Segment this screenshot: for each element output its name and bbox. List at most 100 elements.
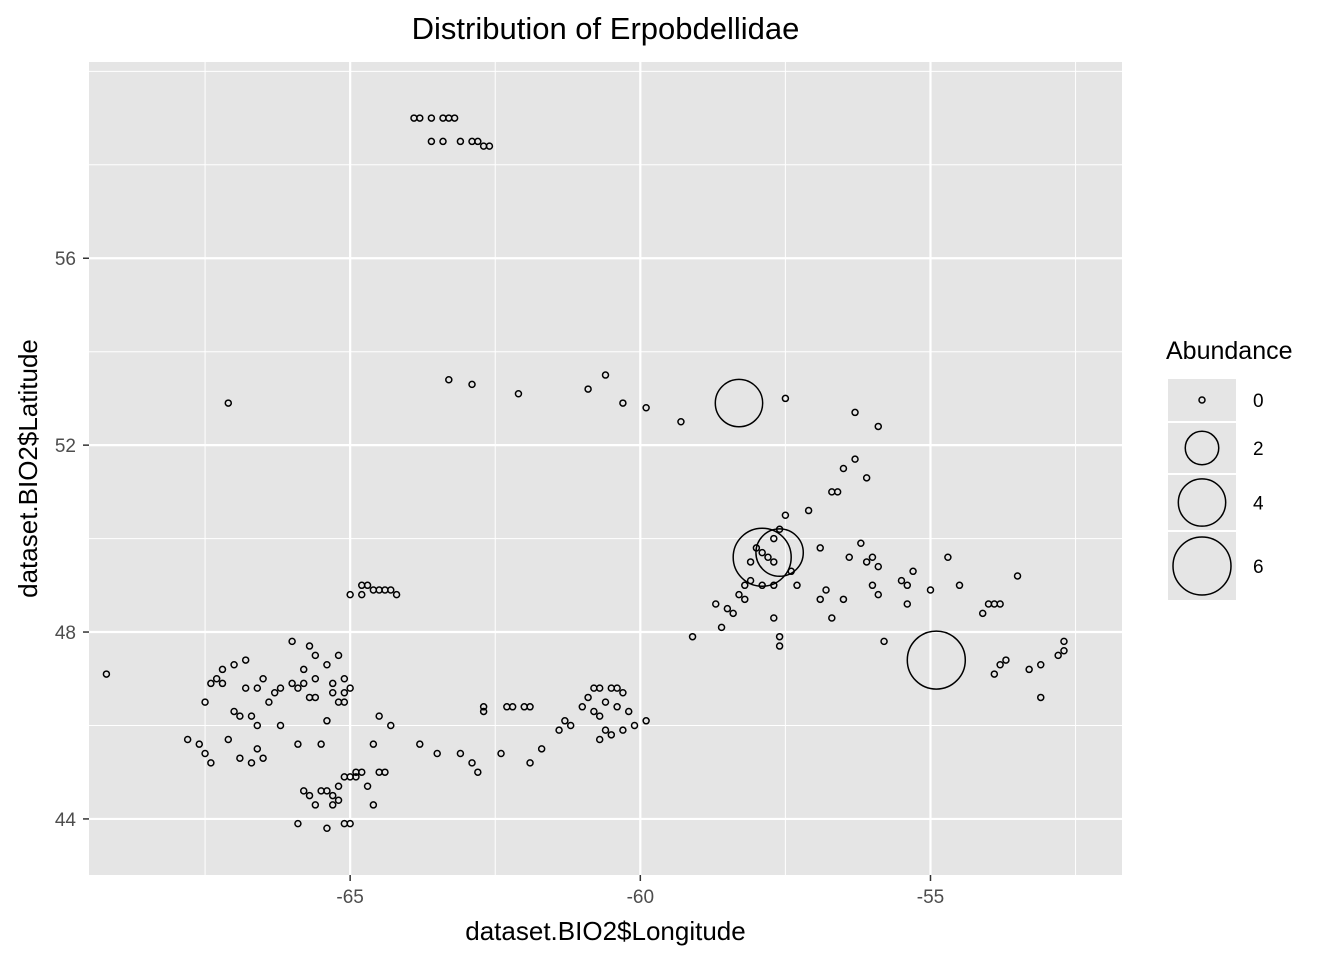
data-point: [903, 600, 912, 608]
data-point: [352, 773, 360, 781]
data-point: [624, 707, 633, 716]
data-point: [468, 759, 476, 767]
data-point: [346, 819, 354, 828]
data-point: [218, 665, 227, 674]
data-point: [328, 689, 337, 697]
data-point: [270, 689, 279, 697]
data-point: [717, 623, 726, 632]
data-point: [868, 581, 877, 590]
data-point: [804, 506, 813, 515]
data-point: [595, 712, 604, 720]
data-point: [230, 660, 238, 669]
data-point: [816, 595, 824, 604]
data-point: [613, 684, 621, 692]
data-point: [102, 670, 111, 678]
data-point: [584, 693, 592, 702]
data-point: [590, 707, 598, 716]
data-point: [433, 749, 441, 758]
data-point: [732, 527, 792, 588]
data-point: [328, 679, 337, 688]
legend-entry-label: 2: [1253, 439, 1264, 460]
data-point: [305, 791, 314, 800]
data-point: [642, 717, 650, 725]
data-point: [323, 824, 331, 833]
data-point: [299, 679, 308, 688]
data-point: [613, 703, 621, 711]
data-point: [781, 394, 790, 403]
data-point: [247, 712, 256, 720]
data-point: [241, 656, 250, 664]
data-point: [323, 660, 331, 669]
data-point: [630, 721, 639, 730]
data-point: [479, 703, 488, 711]
data-point: [688, 632, 697, 641]
data-point: [601, 698, 610, 706]
data-point: [851, 455, 859, 463]
data-point: [427, 137, 436, 146]
data-point: [839, 595, 848, 604]
data-point: [474, 137, 482, 146]
data-point: [445, 375, 453, 384]
data-point: [996, 660, 1004, 669]
data-point: [328, 801, 337, 809]
data-point: [601, 726, 610, 734]
data-point: [369, 740, 378, 748]
data-point: [874, 590, 883, 599]
data-points: [102, 114, 1068, 833]
data-point: [340, 689, 349, 697]
legend-entry-label: 6: [1253, 557, 1264, 578]
legend-key-circle: [1177, 478, 1227, 527]
data-point: [714, 378, 764, 428]
data-point: [253, 721, 262, 730]
data-point: [183, 735, 192, 744]
data-point: [770, 581, 778, 590]
data-point: [236, 754, 244, 762]
data-point: [450, 114, 459, 122]
y-tick-label: 44: [55, 810, 77, 831]
data-point: [723, 604, 732, 613]
data-point: [584, 385, 592, 393]
data-point: [874, 422, 883, 431]
data-point: [305, 642, 314, 650]
data-point: [862, 474, 871, 482]
data-point: [781, 511, 790, 519]
data-point: [944, 553, 952, 562]
data-point: [334, 651, 343, 660]
y-tick-label: 56: [55, 249, 76, 270]
data-point: [253, 684, 262, 692]
axes: -65 -60 -55 44 48 52 56 dataset.BIO2$Longitude d…: [13, 249, 944, 946]
data-point: [595, 735, 604, 744]
data-point: [561, 717, 569, 725]
data-point: [346, 684, 354, 692]
data-point: [334, 782, 343, 790]
legend-entry-label: 4: [1253, 494, 1264, 515]
data-point: [241, 684, 250, 692]
data-point: [340, 675, 349, 683]
data-point: [230, 707, 238, 716]
data-point: [346, 590, 354, 599]
data-point: [294, 740, 302, 748]
data-point: [926, 586, 935, 594]
legend-title: Abundance: [1166, 337, 1293, 365]
data-point: [897, 576, 906, 585]
data-point: [741, 595, 749, 604]
data-point: [387, 586, 395, 594]
y-tick-label: 52: [55, 436, 76, 457]
data-point: [253, 745, 262, 753]
data-point: [323, 717, 331, 725]
data-point: [201, 749, 209, 758]
data-point: [265, 698, 273, 706]
data-point: [677, 418, 685, 426]
data-point: [358, 581, 366, 590]
data-point: [369, 801, 378, 809]
data-point: [828, 614, 836, 622]
data-point: [978, 609, 987, 618]
data-point: [392, 590, 401, 599]
data-point: [334, 796, 343, 804]
data-point: [578, 703, 587, 711]
data-point: [746, 576, 755, 585]
data-point: [1060, 637, 1068, 646]
data-point: [439, 137, 447, 146]
data-point: [793, 581, 801, 590]
